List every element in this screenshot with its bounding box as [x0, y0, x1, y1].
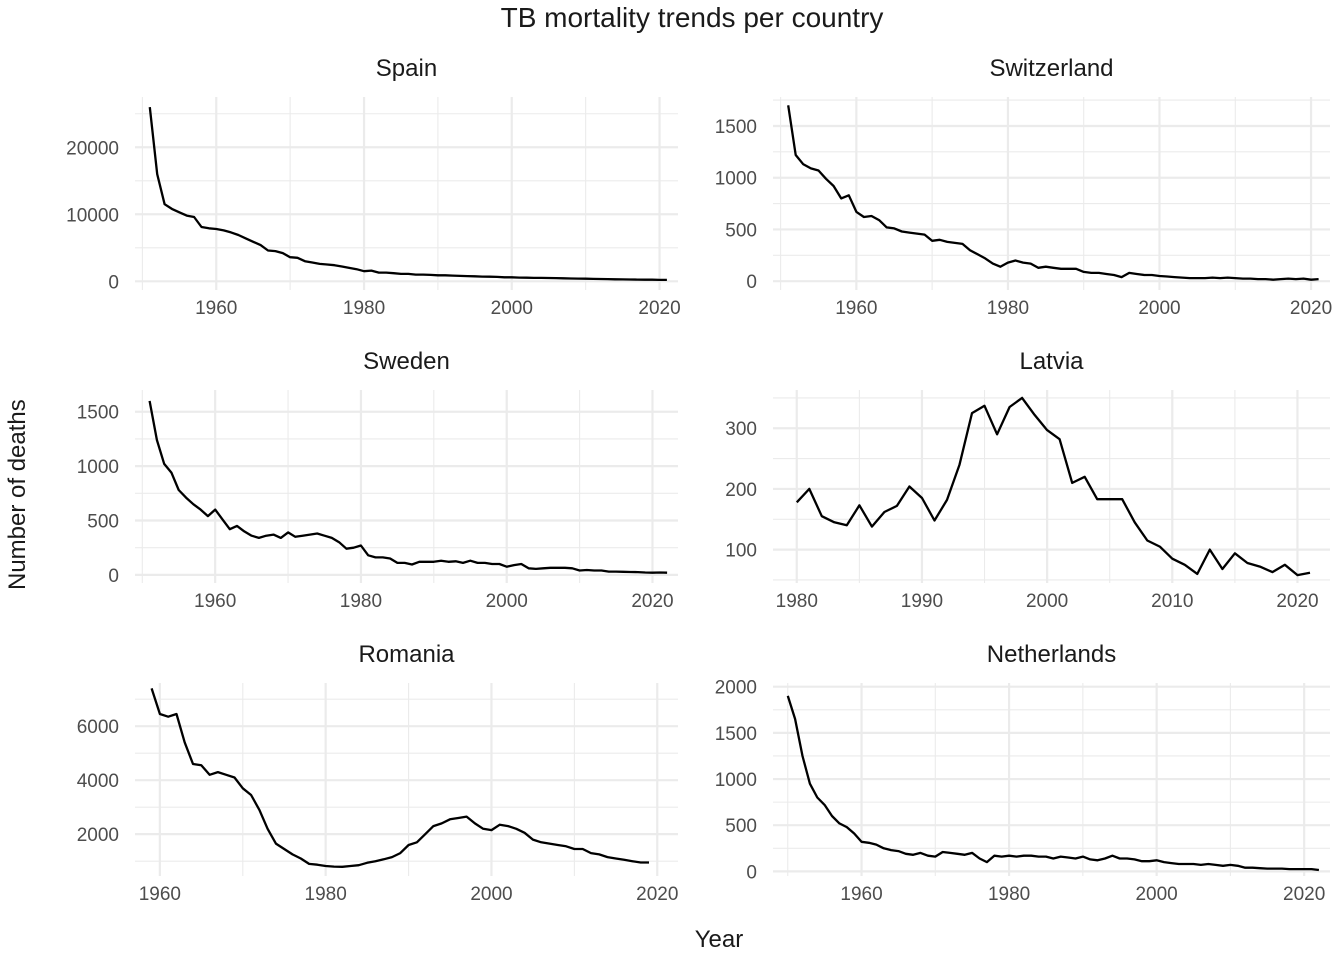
x-tick-label: 1980 — [305, 884, 347, 905]
panel-title: Switzerland — [989, 55, 1113, 82]
x-tick-label: 2020 — [1283, 884, 1325, 905]
panel-title: Romania — [358, 641, 455, 668]
y-tick-label: 0 — [108, 566, 119, 587]
x-tick-label: 2000 — [491, 298, 533, 319]
x-tick-label: 1980 — [340, 591, 382, 612]
series-line — [786, 695, 1320, 872]
series-line — [148, 400, 668, 574]
panel-romania: 1960 1980 2000 2020 2000 4000 6000 Romania — [77, 641, 679, 905]
y-tick-label: 1500 — [715, 117, 757, 138]
x-tick-label: 2020 — [1276, 591, 1318, 612]
x-tick-label: 1990 — [901, 591, 943, 612]
panel-sweden: 1960 1980 2000 2020 0 500 1000 1500 Sweden — [77, 348, 678, 612]
series-line — [795, 396, 1311, 577]
y-tick-label: 200 — [725, 480, 757, 501]
x-tick-label: 2000 — [1138, 298, 1180, 319]
y-tick-label: 20000 — [66, 138, 119, 159]
x-tick-label: 1980 — [776, 591, 818, 612]
x-tick-label: 1960 — [195, 298, 237, 319]
y-tick-label: 1500 — [77, 403, 119, 424]
x-tick-label: 1960 — [139, 884, 181, 905]
x-tick-label: 1980 — [343, 298, 385, 319]
series-line — [150, 688, 649, 868]
series-line — [787, 105, 1319, 281]
y-tick-label: 0 — [108, 272, 119, 293]
x-tick-label: 2020 — [1290, 298, 1332, 319]
panel-netherlands: 1960 1980 2000 2020 0 500 1000 1500 2000 Netherla… — [715, 641, 1330, 905]
y-tick-label: 0 — [746, 272, 757, 293]
x-tick-label: 2000 — [486, 591, 528, 612]
series-line — [148, 106, 667, 282]
panel-title: Netherlands — [987, 641, 1116, 668]
x-tick-label: 2000 — [1135, 884, 1177, 905]
panel-switzerland: 1960 1980 2000 2020 0 500 1000 1500 Switzerland — [715, 55, 1332, 319]
x-tick-label: 1980 — [988, 884, 1030, 905]
y-tick-label: 6000 — [77, 717, 119, 738]
x-tick-label: 2020 — [631, 591, 673, 612]
x-tick-label: 2020 — [636, 884, 678, 905]
y-tick-label: 1500 — [715, 724, 757, 745]
x-tick-label: 1980 — [987, 298, 1029, 319]
y-tick-label: 500 — [87, 511, 119, 532]
x-axis-label: Year — [694, 926, 744, 953]
x-tick-label: 2000 — [470, 884, 512, 905]
y-tick-label: 100 — [725, 541, 757, 562]
x-tick-label: 2000 — [1026, 591, 1068, 612]
y-tick-label: 2000 — [77, 825, 119, 846]
y-tick-label: 10000 — [66, 205, 119, 226]
y-tick-label: 4000 — [77, 771, 119, 792]
panel-title: Spain — [376, 55, 437, 82]
y-tick-label: 1000 — [715, 169, 757, 190]
x-tick-label: 1960 — [194, 591, 236, 612]
y-tick-label: 500 — [725, 816, 757, 837]
panel-latvia: 1980 1990 2000 2010 2020 100 200 300 Latvia — [725, 348, 1330, 612]
y-tick-label: 500 — [725, 220, 757, 241]
panel-title: Latvia — [1019, 348, 1084, 375]
y-tick-label: 2000 — [715, 678, 757, 699]
x-tick-label: 2010 — [1151, 591, 1193, 612]
y-tick-label: 1000 — [715, 770, 757, 791]
y-tick-label: 300 — [725, 419, 757, 440]
chart-title: TB mortality trends per country — [500, 2, 884, 33]
x-tick-label: 2020 — [638, 298, 680, 319]
panel-spain: 1960 1980 2000 2020 0 10000 20000 Spain — [66, 55, 681, 319]
panel-title: Sweden — [363, 348, 450, 375]
y-tick-label: 0 — [746, 862, 757, 883]
x-tick-label: 1960 — [835, 298, 877, 319]
y-tick-label: 1000 — [77, 457, 119, 478]
x-tick-label: 1960 — [840, 884, 882, 905]
